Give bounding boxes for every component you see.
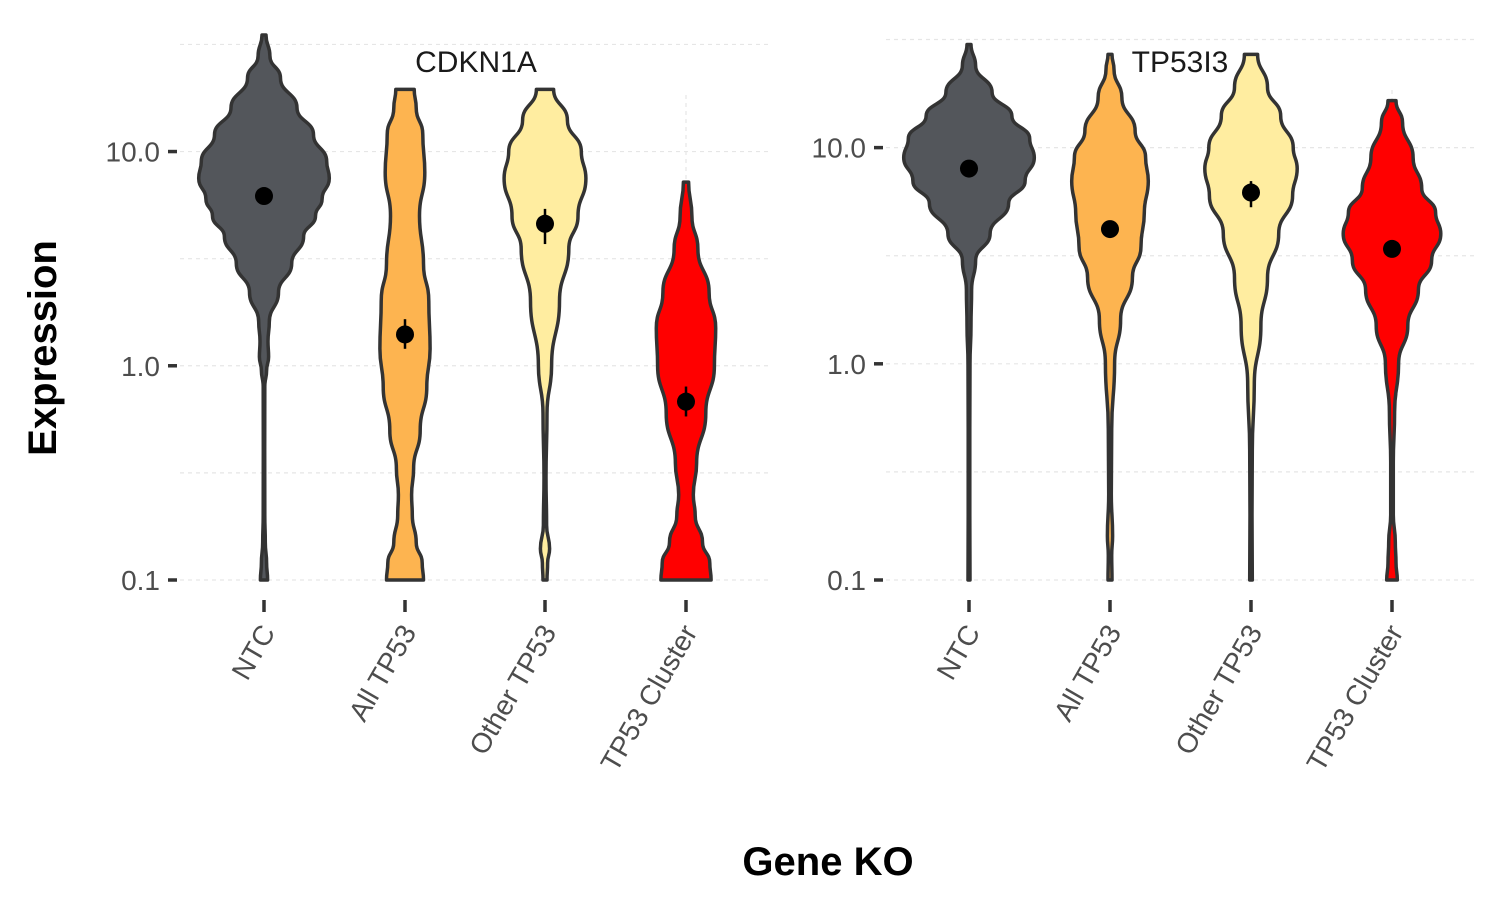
y-tick-label: 0.1: [121, 565, 160, 596]
violin-other-tp53: [502, 87, 588, 582]
mean-point: [1101, 220, 1119, 239]
mean-point: [677, 392, 695, 411]
violin-tp53-cluster: [654, 180, 718, 582]
violin-tp53-cluster: [1341, 98, 1443, 582]
x-axis-title: Gene KO: [742, 840, 913, 884]
y-tick-label: 10.0: [106, 137, 161, 168]
x-tick-label: NTC: [931, 620, 987, 685]
facet-title-tp53i3: TP53I3: [1132, 46, 1229, 79]
facet-title-cdkn1a: CDKN1A: [415, 46, 537, 79]
x-tick-label: NTC: [226, 620, 282, 685]
violin-other-tp53: [1203, 52, 1299, 582]
mean-point: [1383, 239, 1401, 258]
x-tick-label: Other TP53: [463, 620, 562, 760]
violin-all-tp53: [1069, 52, 1151, 582]
x-tick-label: All TP53: [343, 620, 423, 727]
violin-ntc: [196, 33, 332, 582]
y-tick-label: 0.1: [827, 565, 866, 596]
x-tick-label: Other TP53: [1169, 620, 1268, 760]
y-tick-label: 1.0: [827, 349, 866, 380]
y-axis-title: Expression: [21, 240, 65, 456]
x-tick-label: All TP53: [1048, 620, 1128, 727]
y-tick-label: 10.0: [812, 133, 867, 164]
violin-ntc: [901, 42, 1037, 582]
x-tick-label: TP53 Cluster: [595, 620, 704, 777]
panel-cdkn1a: CDKN1A 0.1 1.0 10.0 NTC All TP53 Other TP53 TP…: [106, 33, 772, 777]
mean-point: [396, 325, 414, 344]
x-tick-label: TP53 Cluster: [1301, 620, 1410, 777]
y-tick-label: 1.0: [121, 351, 160, 382]
mean-point: [536, 214, 554, 233]
mean-point: [1242, 183, 1260, 202]
mean-point: [255, 187, 273, 206]
panel-tp53i3: TP53I3 0.1 1.0 10.0 NTC All TP53 Other TP53 TP…: [812, 38, 1478, 777]
mean-point: [960, 159, 978, 178]
